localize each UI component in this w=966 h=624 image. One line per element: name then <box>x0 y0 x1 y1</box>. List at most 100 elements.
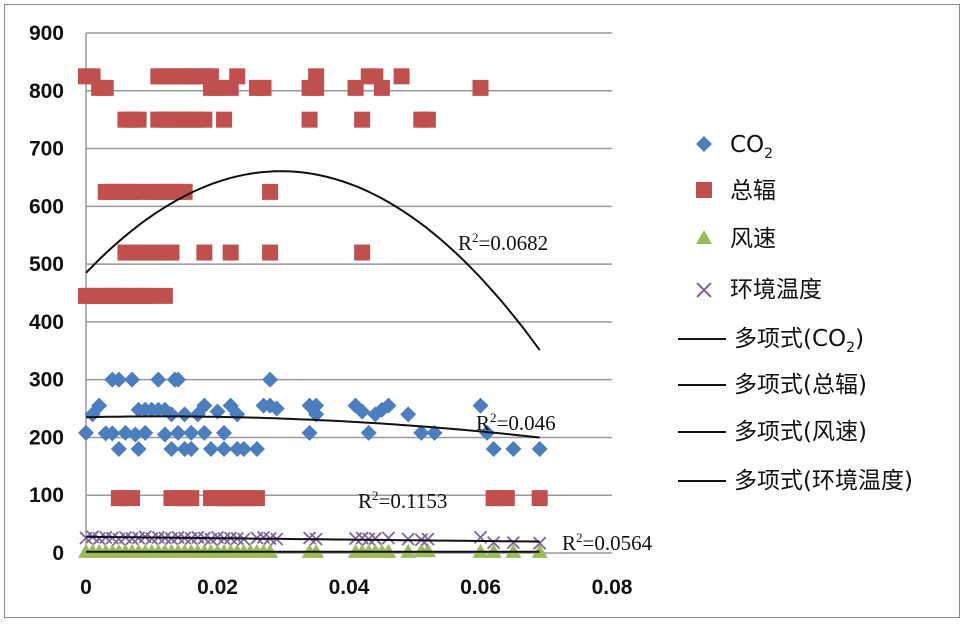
trendline <box>85 170 541 351</box>
r2-label-ambient-temperature: R2=0.0564 <box>562 530 653 555</box>
svg-text:CO2: CO2 <box>730 132 773 162</box>
total-radiation-point <box>176 183 193 200</box>
trendline <box>85 535 540 543</box>
y-tick-label: 800 <box>29 80 64 103</box>
total-radiation-point <box>419 111 436 128</box>
co2-point <box>262 371 279 388</box>
total-radiation-point <box>393 68 410 85</box>
x-tick-label: 0 <box>80 576 92 599</box>
r2-label-co2: R2=0.046 <box>476 410 556 435</box>
co2-point <box>354 403 371 420</box>
total-radiation-point <box>301 111 318 128</box>
square-marker-icon <box>696 182 712 198</box>
co2-point <box>78 424 94 441</box>
svg-text:多项式(CO2): 多项式(CO2) <box>734 326 864 356</box>
co2-point <box>308 397 325 414</box>
co2-point <box>360 424 377 441</box>
total-radiation-point <box>183 490 200 507</box>
y-tick-label: 300 <box>29 369 64 392</box>
co2-point <box>248 441 265 457</box>
y-tick-label: 700 <box>29 138 64 161</box>
legend-item-ambient-temperature: 环境温度 <box>696 277 822 303</box>
total-radiation-point <box>248 490 265 507</box>
svg-text:多项式(总辐): 多项式(总辐) <box>734 372 867 398</box>
co2-point <box>216 441 233 457</box>
co2-point <box>196 424 213 441</box>
ambient-temperature-point <box>487 535 501 550</box>
legend-item-trend-co2: 多项式(CO2) <box>678 326 864 356</box>
co2-point <box>127 426 144 443</box>
total-radiation-point <box>130 183 147 200</box>
total-radiation-point <box>347 79 364 96</box>
co2-point <box>156 426 173 443</box>
legend-item-trend-wind-speed: 多项式(风速) <box>678 419 867 445</box>
total-radiation-point <box>130 111 147 128</box>
y-tick-label: 500 <box>29 253 64 276</box>
svg-text:多项式(风速): 多项式(风速) <box>734 419 867 445</box>
co2-point <box>235 441 252 457</box>
ambient-temperature-point <box>506 535 521 550</box>
diamond-marker-icon <box>696 136 712 152</box>
x-marker-icon <box>696 282 712 298</box>
x-tick-label: 0.06 <box>460 576 501 599</box>
y-tick-label: 900 <box>29 22 64 45</box>
co2-point <box>137 424 154 441</box>
r2-label-total-radiation: R2=0.0682 <box>458 230 548 255</box>
total-radiation-point <box>143 287 160 304</box>
co2-point <box>472 397 489 414</box>
total-radiation-point <box>354 244 371 261</box>
co2-point <box>202 441 219 457</box>
y-tick-label: 600 <box>29 195 64 218</box>
co2-point <box>216 424 233 441</box>
total-radiation-point <box>498 490 515 507</box>
total-radiation-point <box>196 111 213 128</box>
co2-point <box>163 406 180 423</box>
total-radiation-point <box>222 244 239 261</box>
total-radiation-point <box>97 79 114 96</box>
wind-speed-point <box>419 543 436 558</box>
co2-point <box>150 371 167 388</box>
total-radiation-point <box>262 244 279 261</box>
svg-text:总辐: 总辐 <box>730 178 776 204</box>
legend: CO2 总辐 风速 环境温度 多项式(CO2) 多项式(总辐) 多项式(风速) <box>678 132 913 494</box>
co2-point <box>176 406 193 423</box>
y-tick-labels: 0 100 200 300 400 500 600 700 800 900 <box>29 22 64 565</box>
total-radiation-point <box>124 490 141 507</box>
svg-text:多项式(环境温度): 多项式(环境温度) <box>734 468 913 494</box>
co2-point <box>163 441 180 457</box>
co2-point <box>196 397 213 414</box>
x-tick-label: 0.02 <box>197 576 238 599</box>
co2-point <box>485 441 502 457</box>
co2-point <box>130 441 147 457</box>
x-tick-label: 0.04 <box>329 576 370 599</box>
ambient-temperature-point <box>533 536 547 550</box>
total-radiation-point <box>216 111 233 128</box>
co2-point <box>91 397 108 414</box>
r2-label-wind-speed: R2=0.1153 <box>358 488 447 513</box>
total-radiation-point <box>229 68 246 85</box>
y-tick-label: 200 <box>29 426 64 449</box>
ambient-temperature-point <box>381 531 396 545</box>
co2-point <box>209 403 226 420</box>
total-radiation-point <box>531 490 548 507</box>
svg-text:风速: 风速 <box>730 226 776 252</box>
total-radiation-point <box>209 79 226 96</box>
total-radiation-point <box>373 79 390 96</box>
co2-point <box>426 424 443 441</box>
total-radiation-point <box>308 79 325 96</box>
co2-point <box>400 406 417 423</box>
total-radiation-point <box>472 79 489 96</box>
co2-point <box>170 424 187 441</box>
legend-item-co2: CO2 <box>696 132 773 162</box>
legend-item-total-radiation: 总辐 <box>696 178 776 204</box>
legend-item-wind-speed: 风速 <box>696 226 776 252</box>
co2-point <box>183 424 200 441</box>
co2-point <box>110 371 127 388</box>
ambient-temperature-point <box>401 532 415 546</box>
trendline <box>85 415 540 439</box>
total-radiation-point <box>255 79 272 96</box>
co2-point <box>308 406 325 423</box>
co2-point <box>124 371 141 388</box>
co2-point <box>183 441 200 457</box>
